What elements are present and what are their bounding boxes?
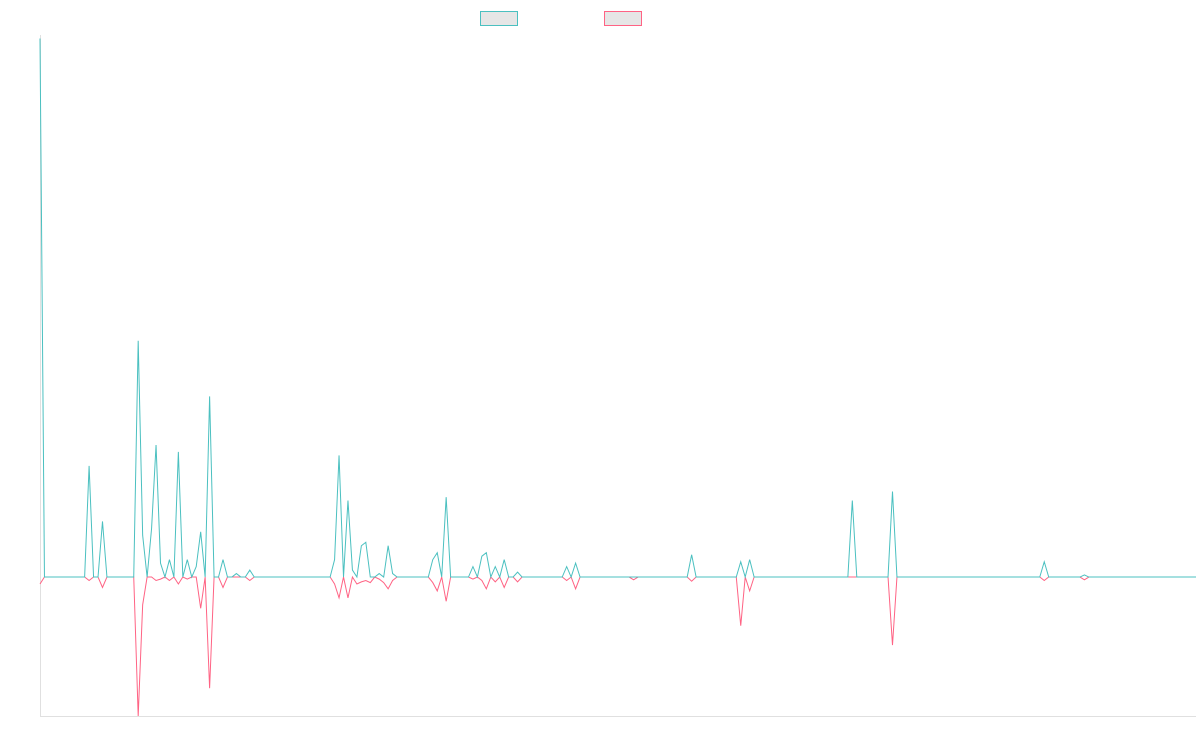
legend-item-series-2[interactable] xyxy=(604,9,648,27)
legend-swatch-series-1 xyxy=(480,10,518,26)
series-2-line xyxy=(39,575,1196,717)
legend-item-series-1[interactable] xyxy=(480,9,524,27)
series-1-line xyxy=(39,38,1196,579)
series-layer xyxy=(39,38,1196,717)
chart-legend xyxy=(0,9,1200,27)
legend-swatch-series-2 xyxy=(604,10,642,26)
